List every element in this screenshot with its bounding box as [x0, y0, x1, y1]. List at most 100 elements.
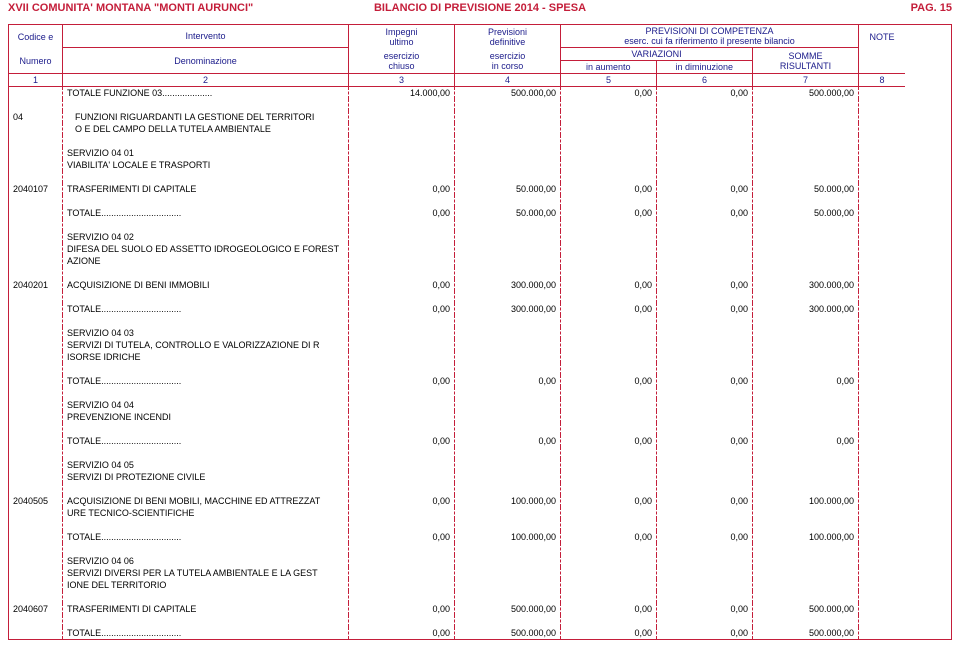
cell-code: [9, 339, 63, 351]
cell-code: 2040505: [9, 495, 63, 507]
cell-desc: TOTALE................................: [63, 375, 349, 387]
cell-desc: URE TECNICO-SCIENTIFICHE: [63, 507, 349, 519]
cell-diminuzione: 0,00: [657, 303, 753, 315]
cell-previsioni: 300.000,00: [455, 303, 561, 315]
cell-somme: 500.000,00: [753, 627, 859, 639]
cell-desc: ACQUISIZIONE DI BENI IMMOBILI: [63, 279, 349, 291]
cell-aumento: [561, 579, 657, 591]
cell-aumento: [561, 519, 657, 531]
cell-somme: [753, 459, 859, 471]
cell-impegni: [349, 615, 455, 627]
cell-desc: PREVENZIONE INCENDI: [63, 411, 349, 423]
cell-impegni: 0,00: [349, 279, 455, 291]
cell-impegni: [349, 579, 455, 591]
page-header: XVII COMUNITA' MONTANA "MONTI AURUNCI" B…: [0, 0, 960, 16]
cell-previsioni: [455, 243, 561, 255]
table-header: Codice e Intervento Impegni ultimo Previ…: [9, 25, 951, 87]
cell-aumento: [561, 591, 657, 603]
table-row: PREVENZIONE INCENDI: [9, 411, 951, 423]
cell-desc: VIABILITA' LOCALE E TRASPORTI: [63, 159, 349, 171]
cell-somme: [753, 243, 859, 255]
cell-code: 2040201: [9, 279, 63, 291]
cell-desc: [63, 423, 349, 435]
cell-code: 04: [9, 111, 63, 123]
cell-code: 2040107: [9, 183, 63, 195]
col-label: ultimo: [353, 37, 450, 47]
cell-note: [859, 615, 905, 627]
colnum: 6: [657, 74, 753, 87]
cell-somme: [753, 351, 859, 363]
table-row: SERVIZIO 04 04: [9, 399, 951, 411]
cell-aumento: 0,00: [561, 627, 657, 639]
cell-code: [9, 627, 63, 639]
table-body: TOTALE FUNZIONE 03....................14…: [9, 87, 951, 639]
cell-code: [9, 423, 63, 435]
cell-note: [859, 255, 905, 267]
col-aumento: in aumento: [561, 61, 657, 73]
cell-code: [9, 615, 63, 627]
cell-aumento: [561, 399, 657, 411]
cell-impegni: [349, 195, 455, 207]
cell-desc: [63, 195, 349, 207]
cell-diminuzione: 0,00: [657, 87, 753, 99]
cell-code: [9, 171, 63, 183]
cell-code: [9, 231, 63, 243]
cell-impegni: [349, 327, 455, 339]
cell-previsioni: [455, 291, 561, 303]
cell-diminuzione: [657, 339, 753, 351]
cell-note: [859, 159, 905, 171]
cell-code: [9, 207, 63, 219]
cell-diminuzione: [657, 459, 753, 471]
cell-desc: TOTALE................................: [63, 303, 349, 315]
cell-note: [859, 111, 905, 123]
cell-somme: [753, 615, 859, 627]
cell-aumento: [561, 291, 657, 303]
colnum: 7: [753, 74, 859, 87]
cell-diminuzione: 0,00: [657, 603, 753, 615]
cell-previsioni: [455, 267, 561, 279]
cell-aumento: [561, 159, 657, 171]
col-label: Codice e: [13, 32, 58, 42]
col-note: NOTE: [859, 25, 905, 48]
cell-note: [859, 147, 905, 159]
cell-diminuzione: 0,00: [657, 279, 753, 291]
cell-previsioni: [455, 135, 561, 147]
cell-diminuzione: [657, 315, 753, 327]
cell-aumento: [561, 243, 657, 255]
cell-previsioni: [455, 387, 561, 399]
col-label: definitive: [459, 37, 556, 47]
cell-impegni: [349, 399, 455, 411]
cell-aumento: [561, 171, 657, 183]
table-row: TOTALE................................0,…: [9, 531, 951, 543]
col-diminuzione: in diminuzione: [657, 61, 753, 73]
col-label: in corso: [459, 61, 556, 71]
cell-note: [859, 99, 905, 111]
col-previsioni: Previsioni definitive: [455, 25, 561, 48]
cell-code: [9, 243, 63, 255]
cell-desc: [63, 615, 349, 627]
cell-aumento: 0,00: [561, 207, 657, 219]
cell-previsioni: 300.000,00: [455, 279, 561, 291]
cell-note: [859, 555, 905, 567]
table-row: 2040607TRASFERIMENTI DI CAPITALE0,00500.…: [9, 603, 951, 615]
cell-somme: [753, 567, 859, 579]
table-row: [9, 267, 951, 279]
cell-code: [9, 435, 63, 447]
cell-diminuzione: [657, 507, 753, 519]
cell-impegni: [349, 459, 455, 471]
cell-somme: [753, 363, 859, 375]
cell-code: 2040607: [9, 603, 63, 615]
cell-diminuzione: [657, 399, 753, 411]
cell-note: [859, 363, 905, 375]
cell-code: [9, 411, 63, 423]
col-label: SOMME: [757, 51, 854, 61]
cell-desc: TOTALE FUNZIONE 03....................: [63, 87, 349, 99]
cell-code: [9, 543, 63, 555]
table-row: DIFESA DEL SUOLO ED ASSETTO IDROGEOLOGIC…: [9, 243, 951, 255]
table-row: SERVIZI DI TUTELA, CONTROLLO E VALORIZZA…: [9, 339, 951, 351]
cell-aumento: 0,00: [561, 279, 657, 291]
cell-somme: [753, 387, 859, 399]
cell-impegni: [349, 363, 455, 375]
cell-note: [859, 195, 905, 207]
cell-somme: 500.000,00: [753, 87, 859, 99]
